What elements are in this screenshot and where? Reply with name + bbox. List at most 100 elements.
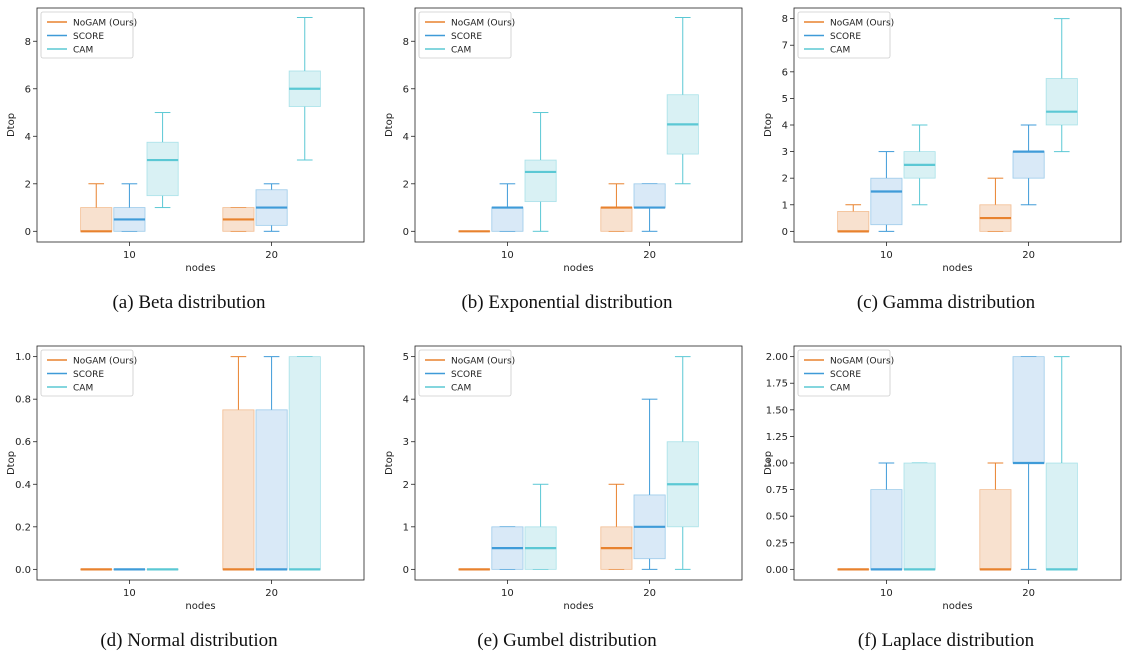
x-tick-label: 20: [643, 250, 656, 261]
x-tick-label: 10: [123, 250, 136, 261]
panel-caption: (c) Gamma distribution: [856, 292, 1036, 313]
y-tick-label: 2: [25, 179, 31, 190]
box-nogam-20: [222, 207, 255, 232]
legend-box: [418, 349, 512, 397]
y-axis-label: Dtop: [384, 451, 395, 475]
chart-panel-2: 0 2 4 6 8 10 20 nodes Dtop NoGAM (Ours) SCORE CAM (b…: [378, 0, 756, 320]
y-tick-label: 0.25: [766, 538, 788, 549]
y-tick-label: 1: [782, 200, 788, 211]
y-tick-label: 0.8: [15, 395, 31, 406]
y-tick-label: 0.4: [15, 480, 31, 491]
box-cam-20: [288, 356, 321, 571]
y-tick-label: 2: [782, 174, 788, 185]
y-tick-label: 1.50: [766, 405, 788, 416]
legend-label: NoGAM (Ours): [830, 356, 894, 366]
box-iqr: [600, 207, 633, 232]
box-iqr: [870, 489, 903, 570]
legend-label: SCORE: [830, 32, 861, 42]
box-nogam-10: [837, 204, 870, 233]
box-nogam-20: [600, 183, 633, 232]
legend-label: NoGAM (Ours): [73, 356, 137, 366]
y-tick-label: 0.6: [15, 437, 31, 448]
box-nogam-20: [979, 177, 1012, 232]
y-axis-label: Dtop: [763, 113, 774, 137]
box-score-10: [870, 462, 903, 571]
x-tick-label: 10: [123, 588, 136, 599]
box-iqr: [524, 159, 557, 203]
box-iqr: [1012, 151, 1045, 179]
chart-panel-1: 0 2 4 6 8 10 20 nodes Dtop NoGAM (Ours) SCORE CAM (a…: [0, 0, 378, 320]
y-axis-label: Dtop: [384, 113, 395, 137]
box-score-10: [491, 183, 524, 232]
x-tick-label: 10: [880, 250, 893, 261]
panel-caption: (e) Gumbel distribution: [477, 630, 657, 651]
box-nogam-20: [600, 483, 633, 570]
chart-panel-6: 0.00 0.25 0.50 0.75 1.00 1.25 1.50 1.75 2.00 10 20…: [757, 338, 1135, 658]
x-axis-label: nodes: [185, 263, 215, 274]
y-tick-label: 0: [782, 227, 788, 238]
chart-panel-4: 0.0 0.2 0.4 0.6 0.8 1.0 10 20 nodes Dtop NoGAM (Ou…: [0, 338, 378, 658]
chart-panel-5: 0 1 2 3 4 5 10 20 nodes Dtop NoGAM (Ours) SCORE CAM (…: [378, 338, 756, 658]
y-tick-label: 0: [25, 227, 31, 238]
legend-label: SCORE: [451, 370, 482, 380]
y-tick-label: 0.75: [766, 485, 788, 496]
y-tick-label: 2.00: [766, 352, 788, 363]
y-tick-label: 8: [25, 37, 31, 48]
box-iqr: [255, 409, 288, 570]
legend-label: CAM: [73, 383, 93, 393]
box-iqr: [1045, 462, 1078, 570]
legend-label: SCORE: [451, 32, 482, 42]
axes-frame: [36, 7, 365, 243]
box-iqr: [837, 211, 870, 232]
y-tick-label: 6: [25, 84, 31, 95]
panel-caption: (a) Beta distribution: [112, 292, 266, 313]
chart-panel-3: 0 1 2 3 4 5 6 7 8 10 20 nodes Dtop NoGAM (Ours) SCORE C…: [757, 0, 1135, 320]
y-tick-label: 1.00: [766, 459, 788, 470]
box-plot: 0 1 2 3 4 5 6 7 8 10 20 nodes Dtop NoGAM (Ours) SCORE C…: [763, 7, 1122, 274]
legend: NoGAM (Ours) SCORE CAM: [797, 11, 894, 59]
box-iqr: [146, 141, 179, 197]
box-iqr: [1012, 356, 1045, 464]
box-iqr: [903, 462, 936, 570]
legend-label: SCORE: [830, 370, 861, 380]
legend-label: SCORE: [73, 32, 104, 42]
box-iqr: [979, 489, 1012, 570]
y-tick-label: 4: [403, 132, 409, 143]
legend: NoGAM (Ours) SCORE CAM: [40, 11, 137, 59]
box-iqr: [491, 207, 524, 232]
box-iqr: [1045, 78, 1078, 126]
x-axis-label: nodes: [563, 601, 593, 612]
y-tick-label: 5: [403, 352, 409, 363]
y-tick-label: 2: [403, 179, 409, 190]
box-plot: 0 2 4 6 8 10 20 nodes Dtop NoGAM (Ours) SCORE CAM: [6, 7, 365, 274]
y-tick-label: 1.25: [766, 432, 788, 443]
y-tick-label: 4: [782, 121, 788, 132]
y-tick-label: 7: [782, 41, 788, 52]
legend: NoGAM (Ours) SCORE CAM: [418, 349, 515, 397]
axes-frame: [36, 345, 365, 581]
box-score-20: [633, 183, 666, 232]
y-tick-label: 6: [403, 84, 409, 95]
box-cam-20: [666, 17, 699, 185]
legend-label: CAM: [451, 45, 471, 55]
y-tick-label: 0: [403, 565, 409, 576]
x-tick-label: 10: [880, 588, 893, 599]
box-iqr: [870, 177, 903, 226]
box-score-20: [1012, 124, 1045, 206]
box-plot: 0 2 4 6 8 10 20 nodes Dtop NoGAM (Ours) SCORE CAM: [384, 7, 743, 274]
legend-box: [418, 11, 512, 59]
x-tick-label: 10: [501, 588, 514, 599]
y-tick-label: 1: [403, 522, 409, 533]
y-axis-label: Dtop: [763, 451, 774, 475]
panel-caption: (f) Laplace distribution: [857, 630, 1035, 651]
axes-frame: [414, 7, 743, 243]
legend-box: [797, 349, 891, 397]
legend-label: SCORE: [73, 370, 104, 380]
y-tick-label: 0.50: [766, 512, 788, 523]
box-cam-20: [288, 17, 321, 161]
legend-label: CAM: [73, 45, 93, 55]
box-cam-20: [1045, 18, 1078, 153]
box-nogam-20: [979, 462, 1012, 571]
box-cam-10: [524, 112, 557, 232]
